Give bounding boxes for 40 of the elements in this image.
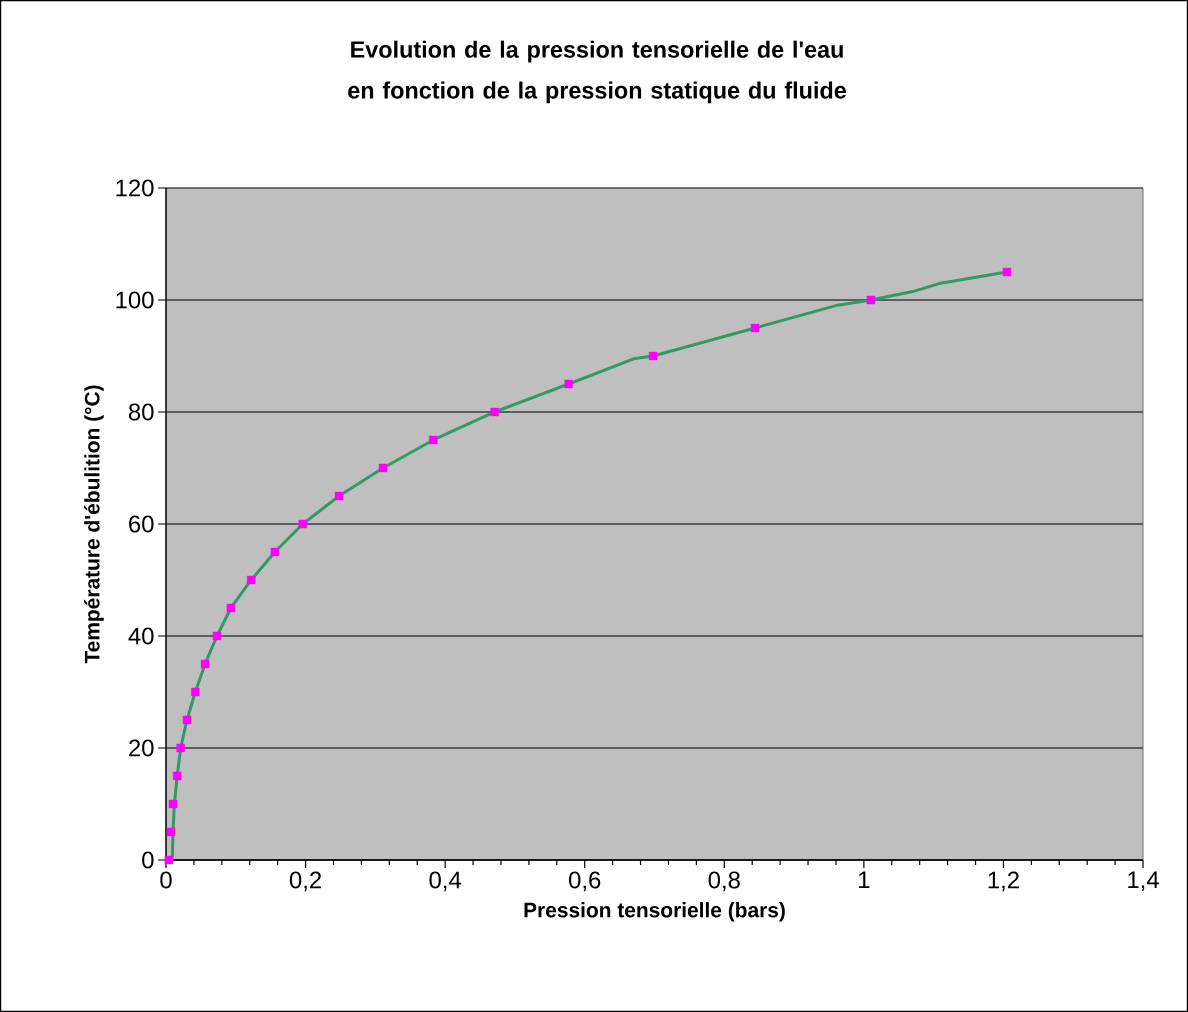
point (648, 351, 658, 361)
x-tick-label: 0,2 (289, 871, 321, 892)
point (270, 547, 280, 557)
point (866, 295, 876, 305)
point (378, 463, 388, 473)
y-tick-label: 0 (142, 851, 154, 869)
point (1002, 267, 1012, 277)
point (750, 323, 760, 333)
y-axis-title: Température d'ébulition (°C) (84, 385, 104, 664)
point (334, 491, 344, 501)
x-tick-label: 1,4 (1128, 871, 1159, 892)
point (564, 379, 573, 389)
x-tick-label: 0,4 (429, 871, 462, 892)
y-tick-label: 100 (116, 291, 154, 309)
point (212, 631, 222, 641)
point (182, 715, 192, 725)
x-tick-label: 0 (160, 871, 172, 889)
y-tick-label: 120 (116, 179, 154, 197)
x-tick-label: 1,2 (988, 871, 1019, 892)
point (168, 799, 178, 809)
y-tick-label: 20 (129, 739, 154, 757)
point (429, 435, 438, 445)
point (164, 855, 173, 865)
y-tick-label: 40 (128, 627, 154, 645)
point (298, 519, 307, 529)
chart-title: Evolution de la pression tensorielle de l'eau en fonction de la pression statique du fluide (348, 40, 846, 104)
point (200, 659, 210, 669)
point (246, 575, 256, 585)
y-tick-label: 60 (129, 515, 154, 533)
point (191, 687, 200, 697)
point (176, 743, 185, 753)
point (490, 407, 499, 417)
point (226, 603, 236, 613)
point (172, 771, 182, 781)
x-tick-label: 0,8 (708, 871, 740, 892)
x-axis-title: Pression tensorielle (bars) (524, 902, 785, 922)
x-tick-label: 1 (859, 871, 870, 888)
x-tick-label: 0,6 (569, 871, 601, 892)
point (166, 827, 176, 837)
y-tick-label: 80 (128, 403, 154, 421)
